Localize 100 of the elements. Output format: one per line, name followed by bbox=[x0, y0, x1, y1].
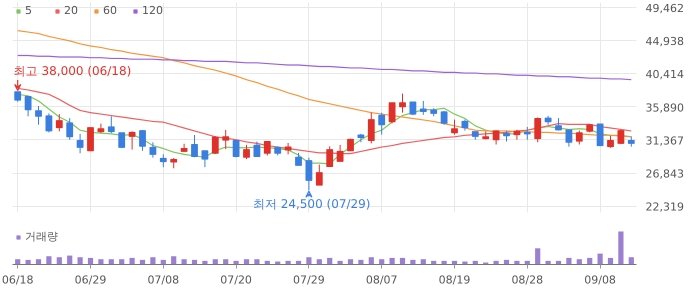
candlestick bbox=[24, 96, 32, 117]
candlestick bbox=[76, 133, 84, 154]
x-tick-label: 07/20 bbox=[220, 274, 252, 286]
candlestick bbox=[326, 146, 334, 167]
bar bbox=[535, 248, 540, 264]
bar bbox=[379, 259, 384, 264]
candlestick bbox=[524, 126, 531, 140]
candlestick bbox=[492, 130, 500, 145]
x-tick-label: 09/08 bbox=[584, 274, 616, 286]
candlestick bbox=[56, 114, 63, 132]
y-tick-label: 22,319 bbox=[646, 200, 684, 214]
candlestick bbox=[576, 130, 583, 145]
candlestick bbox=[139, 129, 146, 152]
candlestick bbox=[628, 136, 635, 148]
y-tick-label: 44,938 bbox=[646, 35, 684, 48]
legend-label: 거래량 bbox=[25, 229, 58, 244]
x-tick-label: 06/29 bbox=[74, 274, 106, 286]
bar bbox=[36, 259, 42, 264]
candlestick bbox=[191, 134, 198, 158]
bar bbox=[587, 258, 592, 264]
candlestick bbox=[284, 142, 292, 155]
candlestick bbox=[347, 138, 354, 152]
x-tick-label: 07/08 bbox=[147, 274, 180, 286]
x-tick-label: 08/28 bbox=[511, 274, 544, 286]
x-tick-label: 06/18 bbox=[2, 274, 34, 286]
bar bbox=[98, 259, 104, 264]
candlestick bbox=[607, 135, 614, 148]
bar bbox=[576, 259, 582, 264]
candlestick bbox=[534, 116, 542, 143]
candlestick bbox=[388, 102, 396, 124]
candlestick bbox=[66, 118, 74, 140]
bar bbox=[78, 257, 83, 264]
x-tick-label: 08/19 bbox=[438, 274, 470, 286]
candlestick bbox=[108, 116, 115, 134]
candlestick bbox=[596, 123, 604, 146]
candlestick bbox=[97, 123, 104, 134]
bar bbox=[598, 254, 603, 264]
bar bbox=[212, 259, 218, 264]
bar bbox=[327, 258, 332, 264]
candlestick bbox=[232, 140, 240, 158]
candlestick bbox=[399, 93, 406, 114]
bar bbox=[420, 259, 426, 264]
candlestick bbox=[45, 112, 52, 133]
legend-label: 120 bbox=[142, 4, 163, 17]
candlestick bbox=[212, 136, 219, 154]
bar bbox=[316, 259, 322, 264]
candlestick bbox=[420, 100, 427, 116]
bar bbox=[628, 257, 634, 264]
candlestick bbox=[336, 144, 344, 162]
bar bbox=[119, 259, 124, 264]
candlestick bbox=[264, 141, 271, 156]
y-tick-label: 49,462 bbox=[646, 2, 684, 15]
candlestick bbox=[149, 142, 156, 158]
legend-label: 5 bbox=[25, 4, 33, 17]
candlestick bbox=[409, 102, 416, 116]
bar bbox=[348, 259, 354, 264]
bar bbox=[223, 259, 228, 264]
bar bbox=[46, 256, 52, 264]
candlestick bbox=[160, 154, 167, 168]
bar bbox=[618, 231, 624, 264]
candlestick bbox=[118, 132, 126, 149]
candlestick bbox=[440, 110, 448, 126]
candlestick bbox=[128, 130, 136, 150]
bar bbox=[56, 257, 62, 264]
candlestick bbox=[368, 112, 375, 144]
annotation: 최고 38,000 (06/18) bbox=[14, 64, 132, 78]
candlestick bbox=[201, 150, 208, 168]
x-tick-label: 07/29 bbox=[293, 274, 325, 286]
y-tick-label: 35,890 bbox=[646, 101, 684, 114]
candlestick bbox=[565, 129, 572, 148]
bar bbox=[182, 259, 187, 264]
candlestick bbox=[451, 119, 458, 136]
bar bbox=[15, 259, 20, 264]
candlestick bbox=[513, 129, 520, 140]
candlestick bbox=[295, 152, 302, 166]
candlestick bbox=[555, 118, 562, 132]
bar bbox=[67, 256, 72, 264]
bar bbox=[160, 260, 166, 264]
candlestick bbox=[170, 158, 178, 169]
candlestick bbox=[316, 164, 323, 186]
bar bbox=[108, 259, 114, 264]
candlestick bbox=[87, 126, 94, 152]
bar bbox=[306, 257, 312, 264]
candlestick bbox=[274, 146, 282, 156]
candlestick bbox=[503, 130, 510, 142]
x-tick-label: 08/07 bbox=[366, 274, 398, 286]
legend-label: 60 bbox=[103, 4, 118, 17]
candlestick bbox=[253, 141, 260, 158]
candlestick bbox=[243, 144, 250, 160]
candlestick bbox=[35, 106, 42, 126]
legend-label: 20 bbox=[64, 4, 79, 17]
bar bbox=[150, 257, 156, 264]
y-tick-label: 31,367 bbox=[646, 134, 684, 148]
bar bbox=[368, 257, 374, 264]
bar bbox=[244, 259, 250, 264]
candlestick bbox=[222, 129, 230, 150]
y-tick-label: 40,414 bbox=[646, 68, 684, 82]
annotation: 최저 24,500 (07/29) bbox=[252, 196, 370, 211]
bar bbox=[254, 259, 260, 264]
bar bbox=[171, 256, 176, 264]
